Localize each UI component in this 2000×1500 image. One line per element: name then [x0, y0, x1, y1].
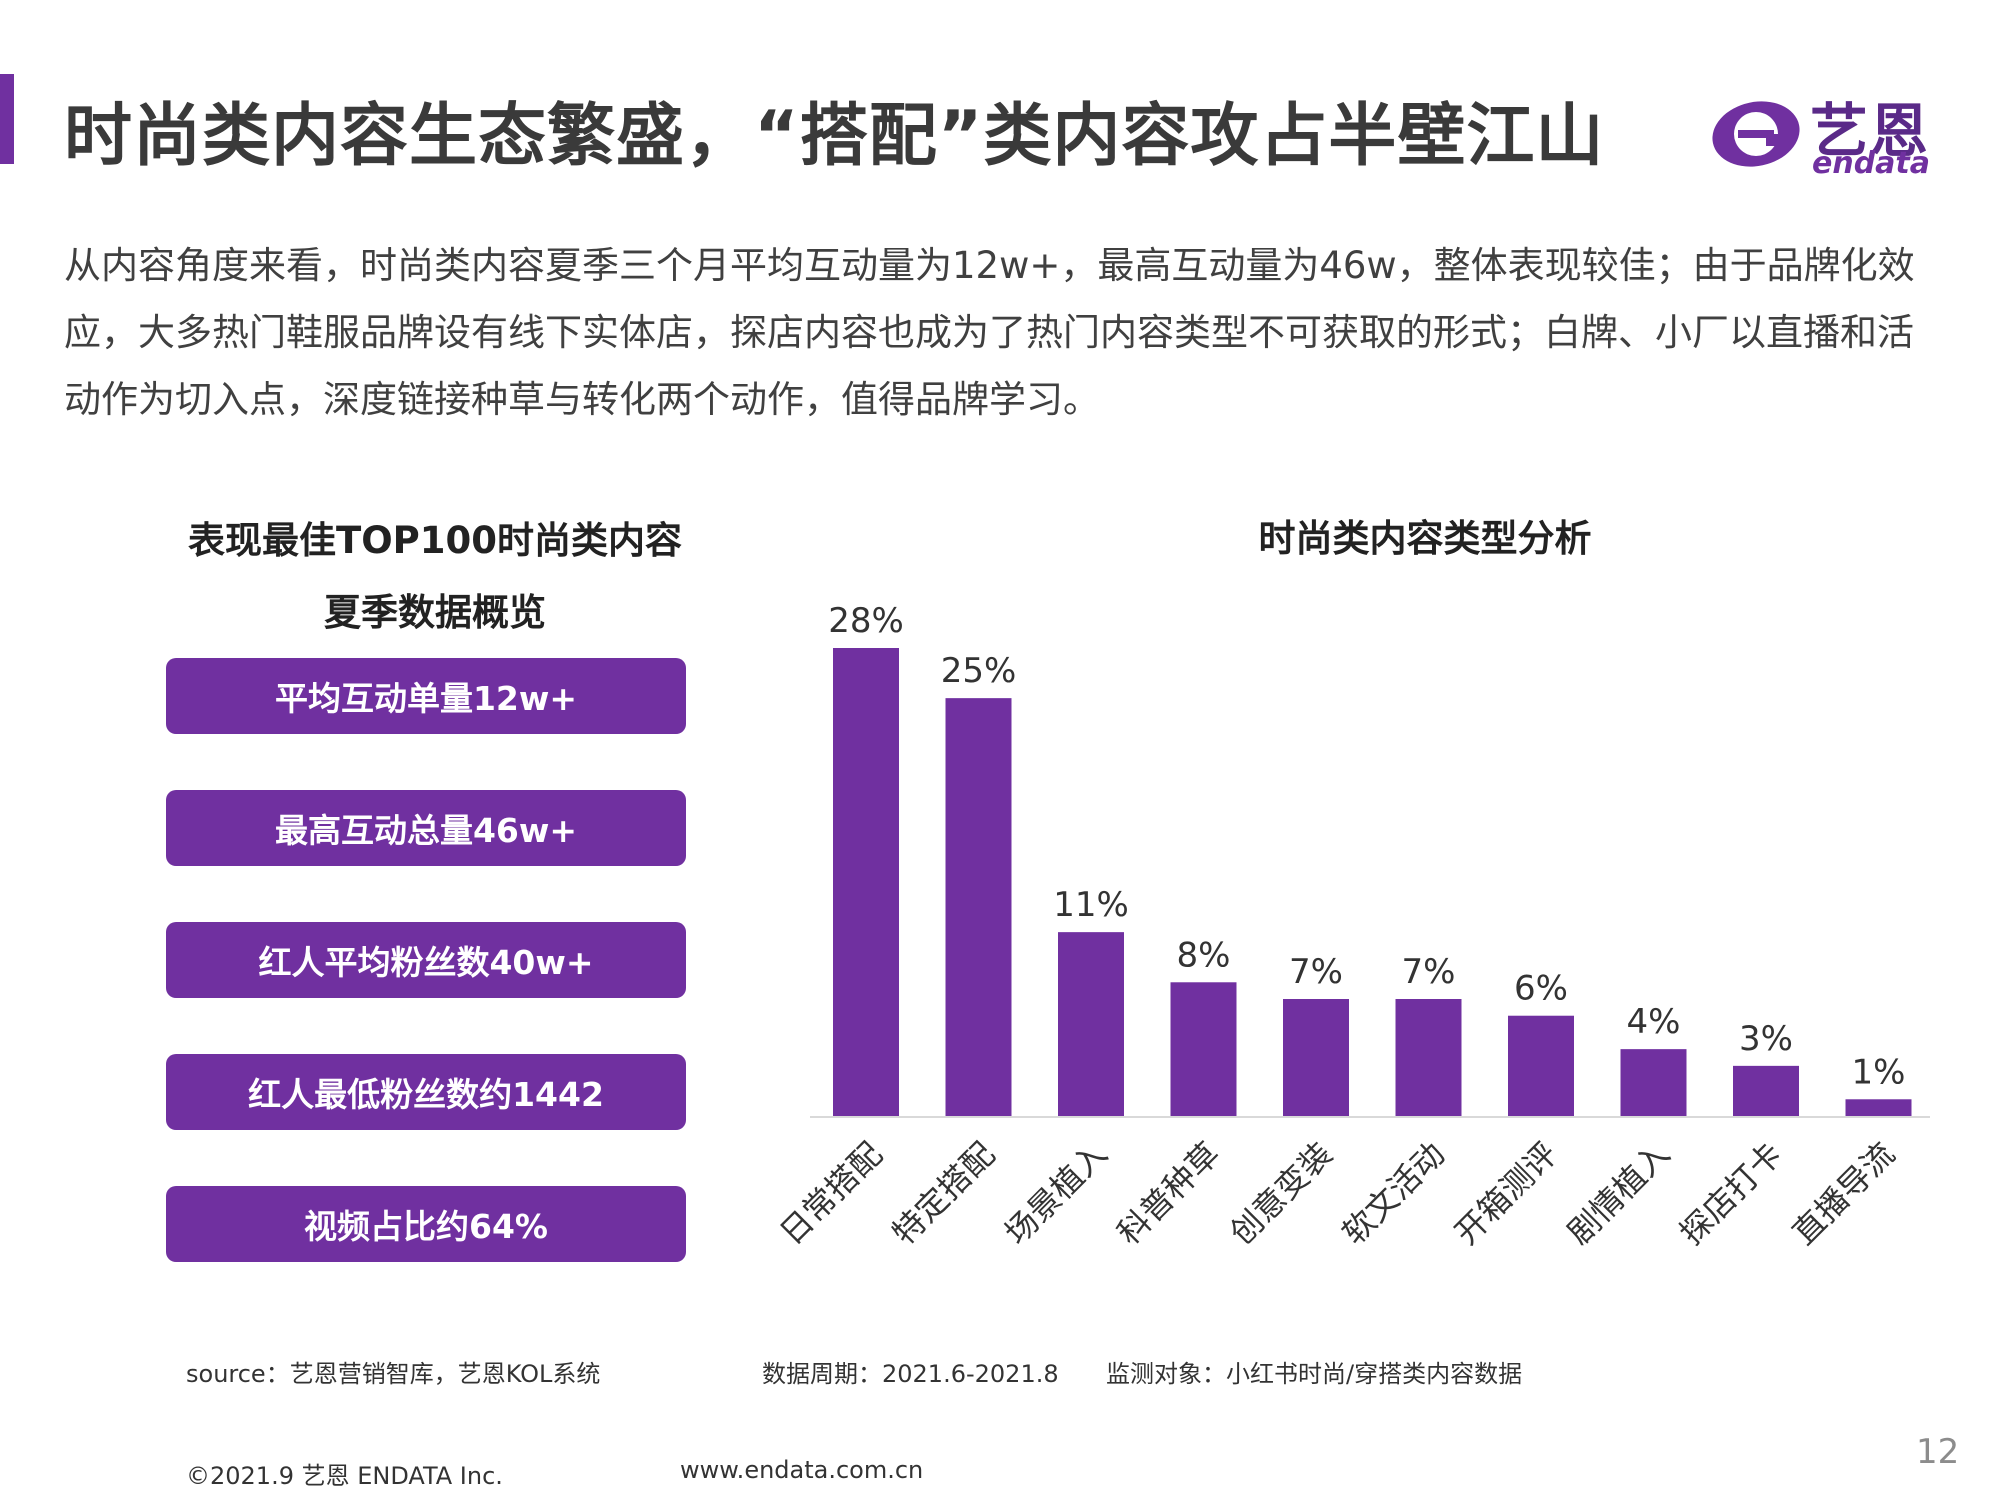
footer-period: 数据周期：2021.6-2021.8 [762, 1360, 1059, 1388]
bar-value-label: 7% [1289, 952, 1343, 992]
bar-4 [1283, 999, 1349, 1116]
bar-value-label: 28% [828, 601, 904, 641]
bar-2 [1058, 932, 1124, 1116]
x-tick-label: 创意变装 [1222, 1135, 1339, 1252]
bar-value-label: 25% [941, 651, 1017, 691]
bar-value-label: 3% [1739, 1019, 1793, 1059]
stat-box-max-interaction: 最高互动总量46w+ [166, 790, 686, 866]
bar-1 [945, 698, 1012, 1116]
x-tick-label: 日常搭配 [780, 1135, 890, 1252]
bar-value-label: 8% [1177, 935, 1231, 975]
bar-5 [1395, 999, 1462, 1116]
footer-subject: 监测对象：小红书时尚/穿搭类内容数据 [1106, 1360, 1523, 1388]
bar-7 [1620, 1049, 1687, 1116]
bar-8 [1733, 1065, 1799, 1116]
x-tick-label: 科普种草 [1110, 1135, 1227, 1252]
x-tick-label: 特定搭配 [885, 1135, 1002, 1252]
x-tick-label: 直播导流 [1785, 1135, 1902, 1252]
endata-logo: 艺恩 endata [1708, 84, 1948, 184]
chart-title: 时尚类内容类型分析 [1258, 517, 1592, 560]
bar-value-label: 4% [1627, 1002, 1681, 1042]
title-accent-bar [0, 74, 14, 164]
x-tick-label: 探店打卡 [1672, 1135, 1789, 1252]
left-panel-title-line2: 夏季数据概览 [324, 591, 546, 634]
stat-box-min-followers: 红人最低粉丝数约1442 [166, 1054, 686, 1130]
stat-box-avg-followers: 红人平均粉丝数40w+ [166, 922, 686, 998]
bar-6 [1508, 1015, 1574, 1116]
bar-value-label: 1% [1852, 1052, 1906, 1092]
bar-0 [833, 648, 899, 1116]
stat-box-video-share: 视频占比约64% [166, 1186, 686, 1262]
x-tick-label: 剧情植入 [1560, 1135, 1677, 1252]
page-number: 12 [1916, 1432, 1960, 1472]
intro-paragraph: 从内容角度来看，时尚类内容夏季三个月平均互动量为12w+，最高互动量为46w，整… [64, 244, 1915, 421]
footer-website: www.endata.com.cn [680, 1456, 924, 1484]
bar-3 [1170, 982, 1237, 1116]
footer-source: source：艺恩营销智库，艺恩KOL系统 [186, 1360, 601, 1388]
endata-e-logo-icon [1712, 101, 1800, 167]
logo-name-en: endata [1812, 146, 1931, 181]
x-tick-label: 开箱测评 [1447, 1135, 1564, 1252]
bar-value-label: 6% [1514, 969, 1568, 1009]
bar-9 [1845, 1099, 1912, 1116]
left-panel-title-line1: 表现最佳TOP100时尚类内容 [187, 519, 683, 562]
logo-name-cn: 艺恩 [1810, 97, 1931, 165]
x-tick-label: 软文活动 [1335, 1135, 1452, 1252]
footer-copyright: ©2021.9 艺恩 ENDATA Inc. [186, 1462, 503, 1490]
bar-value-label: 11% [1053, 885, 1129, 925]
bar-value-label: 7% [1402, 952, 1456, 992]
page-title: 时尚类内容生态繁盛，“搭配”类内容攻占半壁江山 [64, 97, 1605, 176]
x-tick-label: 场景植入 [997, 1135, 1114, 1252]
stat-box-avg-interaction: 平均互动单量12w+ [166, 658, 686, 734]
bar-chart: 28% 日常搭配 25% 特定搭配 11% 场景植入 8% 科普种草 7% 创意变装 7% 软文活动 6… [780, 601, 1930, 1252]
